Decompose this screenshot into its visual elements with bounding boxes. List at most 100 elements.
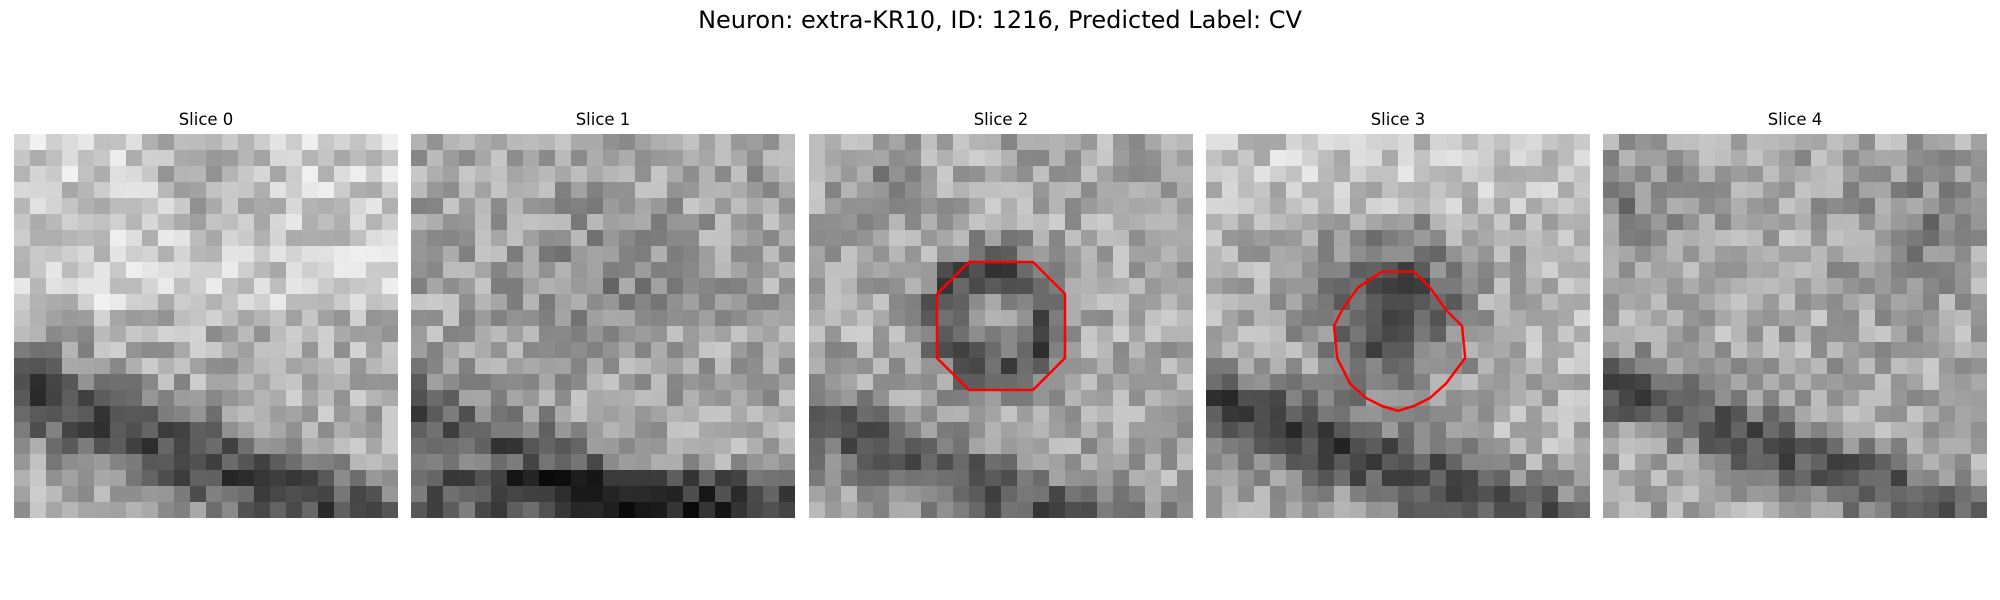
pixel xyxy=(1763,294,1780,311)
pixel xyxy=(206,502,223,518)
pixel xyxy=(1971,166,1987,183)
pixel xyxy=(94,294,111,311)
pixel xyxy=(1494,310,1511,327)
pixel xyxy=(1129,326,1146,343)
pixel xyxy=(603,470,620,487)
pixel xyxy=(158,374,175,391)
pixel xyxy=(825,358,842,375)
pixel xyxy=(1907,246,1924,263)
pixel xyxy=(683,454,700,471)
pixel xyxy=(1302,198,1319,215)
pixel xyxy=(1161,262,1178,279)
pixel xyxy=(1731,342,1748,359)
pixel xyxy=(635,182,652,199)
pixel xyxy=(1542,406,1559,423)
pixel xyxy=(603,198,620,215)
pixel xyxy=(1145,134,1162,151)
pixel xyxy=(491,246,508,263)
pixel xyxy=(174,470,191,487)
pixel xyxy=(1875,182,1892,199)
pixel xyxy=(731,454,748,471)
pixel xyxy=(1462,374,1479,391)
pixel xyxy=(1446,502,1463,518)
pixel xyxy=(1619,278,1636,295)
pixel xyxy=(1558,390,1575,407)
pixel xyxy=(1843,406,1860,423)
pixel xyxy=(1619,150,1636,167)
pixel xyxy=(126,502,143,518)
pixel xyxy=(270,294,287,311)
pixel xyxy=(1542,278,1559,295)
pixel xyxy=(1494,502,1511,518)
pixel xyxy=(1206,406,1223,423)
pixel xyxy=(382,342,398,359)
pixel xyxy=(1334,422,1351,439)
pixel xyxy=(953,438,970,455)
pixel xyxy=(1603,438,1620,455)
pixel xyxy=(411,310,428,327)
pixel xyxy=(1875,342,1892,359)
pixel xyxy=(30,150,47,167)
pixel xyxy=(571,310,588,327)
pixel xyxy=(46,310,63,327)
pixel xyxy=(905,214,922,231)
pixel xyxy=(1923,294,1940,311)
pixel xyxy=(1254,246,1271,263)
pixel xyxy=(1398,150,1415,167)
pixel xyxy=(1097,390,1114,407)
pixel xyxy=(1270,454,1287,471)
pixel xyxy=(1113,326,1130,343)
pixel xyxy=(78,182,95,199)
pixel xyxy=(873,406,890,423)
pixel xyxy=(651,486,668,503)
pixel xyxy=(142,134,159,151)
pixel xyxy=(985,358,1002,375)
pixel xyxy=(1795,166,1812,183)
pixel xyxy=(1843,422,1860,439)
pixel xyxy=(1129,150,1146,167)
pixel xyxy=(1398,294,1415,311)
pixel xyxy=(1446,262,1463,279)
pixel xyxy=(1478,486,1495,503)
pixel xyxy=(1731,182,1748,199)
pixel xyxy=(1715,502,1732,518)
pixel xyxy=(1001,342,1018,359)
pixel xyxy=(1763,198,1780,215)
pixel xyxy=(1161,422,1178,439)
pixel xyxy=(142,438,159,455)
pixel xyxy=(779,214,795,231)
pixel xyxy=(985,134,1002,151)
pixel xyxy=(174,294,191,311)
pixel xyxy=(238,278,255,295)
pixel xyxy=(699,166,716,183)
pixel xyxy=(635,214,652,231)
pixel xyxy=(158,438,175,455)
pixel xyxy=(1635,166,1652,183)
pixel xyxy=(603,166,620,183)
pixel xyxy=(1113,294,1130,311)
pixel xyxy=(1795,310,1812,327)
pixel xyxy=(1923,326,1940,343)
pixel xyxy=(587,390,604,407)
pixel xyxy=(318,486,335,503)
pixel xyxy=(1731,326,1748,343)
pixel xyxy=(779,294,795,311)
pixel xyxy=(1542,310,1559,327)
pixel xyxy=(651,358,668,375)
pixel xyxy=(142,166,159,183)
pixel xyxy=(1081,310,1098,327)
pixel xyxy=(334,406,351,423)
pixel xyxy=(747,470,764,487)
pixel xyxy=(334,310,351,327)
pixel xyxy=(507,486,524,503)
pixel xyxy=(238,214,255,231)
pixel xyxy=(715,326,732,343)
pixel xyxy=(635,438,652,455)
pixel xyxy=(619,262,636,279)
pixel xyxy=(286,470,303,487)
pixel xyxy=(571,198,588,215)
pixel xyxy=(1526,358,1543,375)
pixel xyxy=(1542,198,1559,215)
pixel xyxy=(1603,278,1620,295)
pixel xyxy=(1635,278,1652,295)
